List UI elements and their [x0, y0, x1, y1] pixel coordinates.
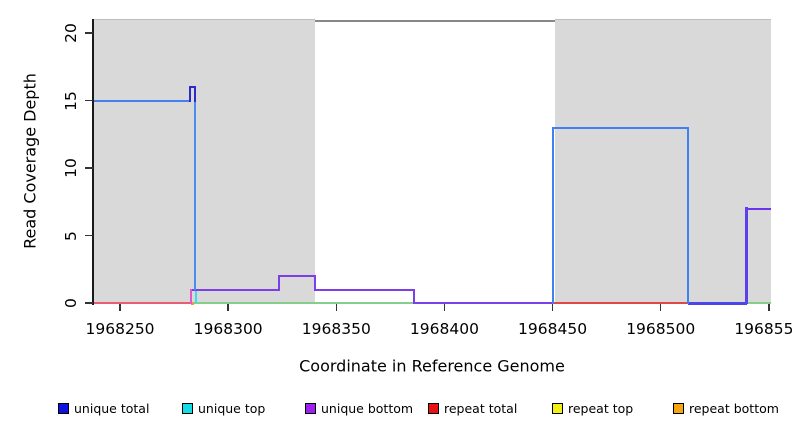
x-axis-tick [659, 304, 662, 311]
repeat-region-shade [93, 19, 316, 304]
legend-swatch [428, 403, 439, 414]
legend-swatch [182, 403, 193, 414]
coverage-segment [279, 275, 316, 278]
coverage-segment [315, 288, 414, 291]
y-tick-label: 10 [62, 158, 80, 178]
coverage-segment [687, 301, 747, 305]
x-axis-tick [119, 304, 121, 311]
y-axis-tick [85, 234, 93, 237]
coverage-segment [190, 288, 193, 304]
legend-item-label: repeat top [568, 401, 634, 416]
legend-item-label: unique top [198, 401, 266, 416]
x-axis-tick [768, 304, 770, 311]
y-tick-label: 5 [62, 230, 80, 241]
coverage-segment [413, 302, 553, 304]
coverage-segment [93, 302, 191, 304]
x-axis-tick [227, 304, 229, 311]
x-axis-tick [443, 304, 446, 311]
coverage-segment [93, 99, 191, 102]
y-axis-line [92, 19, 94, 305]
coverage-segment [553, 302, 688, 304]
legend-item-label: repeat bottom [689, 401, 779, 416]
coverage-segment [194, 302, 414, 304]
coverage-segment [745, 207, 749, 305]
x-tick-label: 1968350 [301, 320, 371, 338]
coverage-segment [194, 86, 197, 102]
coverage-segment [190, 301, 195, 305]
coverage-segment [686, 126, 689, 304]
legend-item-label: unique total [74, 401, 150, 416]
coverage-segment [195, 288, 198, 304]
y-axis-title: Read Coverage Depth [20, 73, 40, 249]
legend-swatch [552, 403, 563, 414]
legend-swatch [305, 403, 316, 414]
x-axis-tick [551, 304, 554, 311]
y-axis-tick [85, 99, 93, 102]
legend-item-label: unique bottom [321, 401, 414, 416]
x-axis-tick [335, 304, 338, 311]
coverage-segment [191, 288, 280, 291]
x-tick-label: 1968450 [518, 320, 588, 338]
coverage-segment [190, 86, 196, 89]
legend-swatch [58, 403, 69, 414]
coverage-segment [314, 275, 317, 291]
coverage-segment [189, 86, 192, 102]
x-axis-title: Coordinate in Reference Genome [299, 356, 565, 376]
legend-item-label: repeat total [444, 401, 518, 416]
x-tick-label: 1968500 [626, 320, 696, 338]
y-tick-label: 20 [62, 23, 80, 44]
coverage-segment [278, 275, 281, 291]
coverage-segment [552, 126, 554, 304]
x-tick-label: 1968250 [85, 320, 155, 338]
coverage-segment [412, 288, 415, 304]
repeat-region-shade [555, 19, 771, 304]
coverage-segment [746, 207, 771, 210]
x-tick-label: 1968400 [409, 320, 479, 338]
y-tick-label: 15 [62, 90, 80, 111]
coverage-segment [553, 126, 688, 129]
y-axis-tick [85, 32, 93, 34]
y-axis-tick [85, 302, 93, 304]
coverage-segment [194, 99, 197, 291]
plot-top-line [315, 20, 556, 22]
y-tick-label: 0 [62, 298, 80, 308]
coverage-segment [746, 302, 771, 304]
y-axis-tick [85, 167, 93, 169]
legend-swatch [673, 403, 684, 414]
x-tick-label: 1968300 [193, 320, 263, 338]
